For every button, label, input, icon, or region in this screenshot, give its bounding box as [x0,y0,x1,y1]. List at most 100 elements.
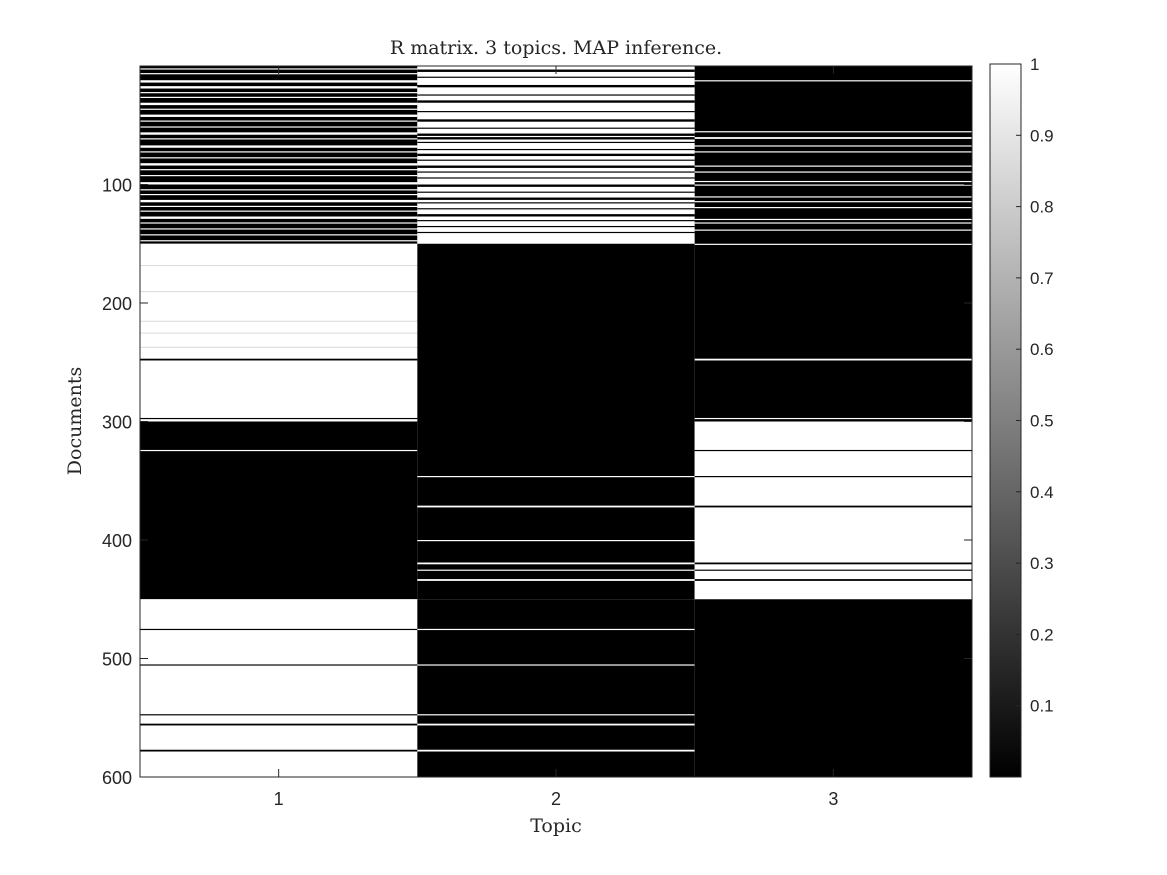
heatmap-cells [140,66,972,777]
colorbar-tick-label: 0.2 [1030,625,1054,644]
heatmap-cell-topic1-2 [140,80,418,83]
heatmap-cell-topic2-25 [417,231,695,234]
heatmap-cell-topic3-22 [694,569,972,571]
heatmap-cell-topic1-17 [140,169,418,171]
heatmap-cell-topic3-3 [694,145,972,147]
heatmap-cell-topic1-23 [140,205,418,208]
heatmap-cell-topic3-1 [694,131,972,133]
heatmap-cell-topic3-10 [694,201,972,203]
x-tick-label: 3 [828,789,838,809]
heatmap-cell-topic2-9 [417,137,695,140]
heatmap-cell-topic1-30 [140,265,418,267]
heatmap-cell-topic1-40 [140,714,418,716]
heatmap-cell-topic1-31 [140,291,418,293]
heatmap-cell-topic3-4 [694,151,972,153]
heatmap-cell-topic1-35 [140,358,418,361]
colorbar-tick-label: 0.8 [1030,198,1054,217]
heatmap-cell-topic2-2 [417,84,695,88]
heatmap-cell-topic2-23 [417,220,695,222]
heatmap-cell-topic2-12 [417,153,695,157]
heatmap-cell-topic3-19 [694,476,972,478]
x-axis: 1 2 3 [274,66,838,809]
y-tick-label: 400 [102,531,132,551]
heatmap-cell-topic1-20 [140,189,418,191]
heatmap-cell-topic1-42 [140,749,418,752]
heatmap-cell-topic3-15 [694,243,972,245]
heatmap-cell-topic1-21 [140,193,418,196]
heatmap-cell-topic2-17 [417,184,695,187]
heatmap-cell-topic1-12 [140,138,418,140]
heatmap-cell-topic3-2 [694,137,972,139]
heatmap-cell-topic2-29 [417,562,695,565]
heatmap-cell-topic3-7 [694,180,972,183]
heatmap-block-topic2-1 [417,243,695,600]
heatmap-cell-topic2-35 [417,723,695,726]
heatmap-cell-topic2-21 [417,208,695,210]
colorbar-tick-label: 0.3 [1030,554,1054,573]
heatmap-cell-topic2-32 [417,628,695,631]
heatmap-cell-topic3-12 [694,218,972,221]
colorbar-tick-label: 0.6 [1030,340,1054,359]
heatmap-cell-topic1-14 [140,151,418,153]
heatmap-cell-topic1-13 [140,145,418,148]
heatmap-cell-topic2-11 [417,148,695,151]
heatmap-cell-topic3-17 [694,417,972,420]
heatmap-cell-topic2-34 [417,714,695,716]
heatmap-cell-topic1-24 [140,210,418,212]
x-tick-label: 1 [274,789,284,809]
heatmap-cell-topic3-13 [694,222,972,224]
heatmap-cell-topic2-4 [417,100,695,103]
heatmap-cell-topic3-8 [694,184,972,186]
heatmap-cell-topic1-32 [140,320,418,322]
heatmap-cell-topic3-14 [694,229,972,231]
heatmap-cell-topic1-33 [140,332,418,334]
heatmap-cell-topic2-14 [417,165,695,168]
heatmap-cell-topic3-11 [694,207,972,209]
colorbar-tick-label: 0.9 [1030,126,1054,145]
heatmap-cell-topic1-41 [140,723,418,726]
heatmap-cell-topic1-36 [140,417,418,420]
heatmap-cell-topic1-37 [140,449,418,452]
heatmap-cell-topic1-18 [140,175,418,177]
heatmap-cell-topic2-33 [417,664,695,666]
heatmap-cell-topic1-28 [140,234,418,236]
heatmap-block-topic1-0 [140,66,418,244]
heatmap-cell-topic2-30 [417,569,695,571]
chart-title: R matrix. 3 topics. MAP inference. [390,37,722,59]
y-tick-label: 600 [102,768,132,788]
colorbar-tick-label: 0.1 [1030,697,1054,716]
heatmap-cell-topic2-13 [417,159,695,161]
heatmap-cell-topic1-8 [140,114,418,117]
heatmap-cell-topic1-5 [140,96,418,98]
colorbar-tick-label: 0.7 [1030,269,1054,288]
heatmap-cell-topic2-26 [417,476,695,478]
heatmap-block-topic3-1 [694,421,972,600]
heatmap-cell-topic2-5 [417,111,695,113]
heatmap-cell-topic2-10 [417,141,695,144]
heatmap-cell-topic3-18 [694,449,972,452]
heatmap-cell-topic1-9 [140,120,418,122]
heatmap-cell-topic1-10 [140,126,418,128]
heatmap-cell-topic1-34 [140,346,418,348]
heatmap-cell-topic2-27 [417,505,695,508]
heatmap-cell-topic1-38 [140,628,418,631]
heatmap-cell-topic2-18 [417,191,695,193]
heatmap-cell-topic2-1 [417,76,695,78]
heatmap-cell-topic1-29 [140,240,418,242]
heatmap-cell-topic2-36 [417,749,695,752]
heatmap-cell-topic2-8 [417,133,695,136]
colorbar-tick-label: 0.4 [1030,483,1054,502]
y-axis: 100 200 300 400 500 600 [102,176,972,788]
heatmap-cell-topic1-3 [140,86,418,89]
colorbar [989,63,1022,778]
heatmap-cell-topic1-6 [140,102,418,106]
heatmap-cell-topic1-22 [140,199,418,203]
heatmap-cell-topic2-7 [417,127,695,129]
heatmap-cell-topic2-24 [417,225,695,228]
x-tick-label: 2 [551,789,561,809]
heatmap-cell-topic3-20 [694,505,972,508]
heatmap-cell-topic3-5 [694,165,972,167]
y-tick-label: 500 [102,650,132,670]
y-tick-label: 300 [102,413,132,433]
